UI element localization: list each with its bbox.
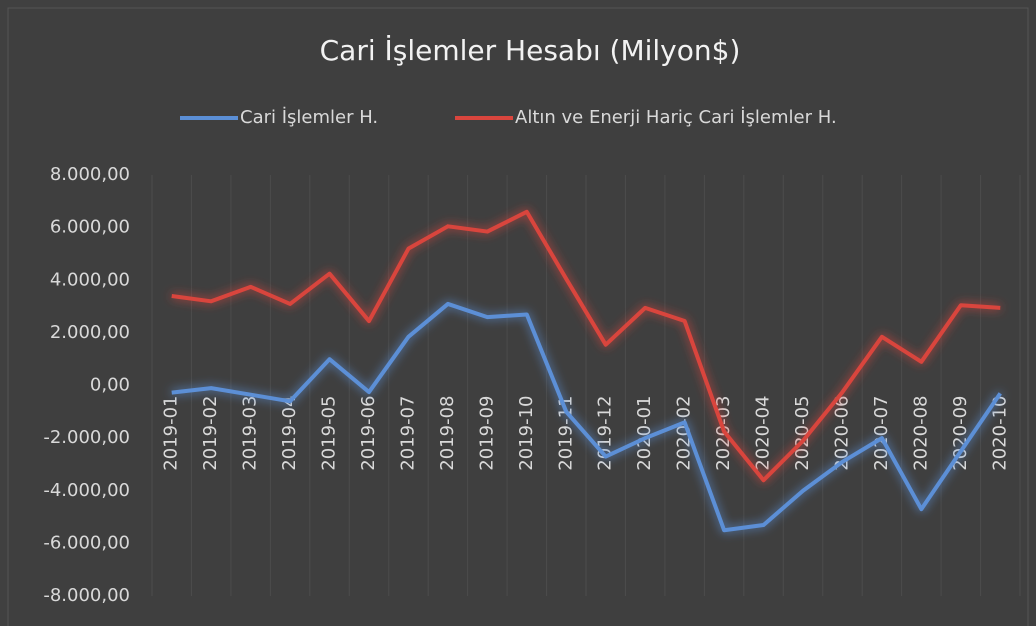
x-tick-label: 2019-07	[397, 396, 418, 471]
x-tick-label: 2020-01	[634, 396, 655, 471]
line	[171, 209, 1001, 483]
y-tick-label: -8.000,00	[43, 585, 130, 606]
x-tick-label: 2019-02	[200, 396, 221, 471]
x-tick-label: 2020-02	[674, 396, 695, 471]
x-tick-label: 2019-06	[358, 396, 379, 471]
x-tick-label: 2020-06	[831, 396, 852, 471]
legend-label: Altın ve Enerji Hariç Cari İşlemler H.	[515, 107, 837, 128]
x-tick-label: 2019-01	[161, 396, 182, 471]
x-tick-label: 2019-12	[595, 396, 616, 471]
legend-label: Cari İşlemler H.	[240, 107, 378, 128]
x-tick-label: 2019-04	[279, 396, 300, 471]
x-tick-label: 2020-07	[871, 396, 892, 471]
x-tick-label: 2019-05	[319, 396, 340, 471]
chart-title: Cari İşlemler Hesabı (Milyon$)	[320, 34, 741, 67]
y-tick-label: -4.000,00	[43, 480, 130, 501]
x-tick-label: 2019-09	[476, 396, 497, 471]
x-tick-label: 2020-09	[950, 395, 971, 470]
y-tick-label: 8.000,00	[50, 164, 130, 185]
y-tick-label: 2.000,00	[50, 322, 130, 343]
y-tick-label: 0,00	[90, 375, 130, 396]
x-tick-label: 2020-05	[792, 396, 813, 471]
x-tick-label: 2019-03	[240, 396, 261, 471]
x-tick-label: 2020-04	[753, 396, 774, 471]
x-tick-label: 2019-08	[437, 395, 458, 470]
x-tick-label: 2020-10	[989, 396, 1010, 471]
y-tick-label: -2.000,00	[43, 427, 130, 448]
y-tick-label: 6.000,00	[50, 217, 130, 238]
y-tick-label: 4.000,00	[50, 269, 130, 290]
y-tick-label: -6.000,00	[43, 532, 130, 553]
x-tick-label: 2020-08	[910, 396, 931, 471]
x-tick-label: 2019-10	[516, 396, 537, 471]
line	[171, 301, 1002, 533]
